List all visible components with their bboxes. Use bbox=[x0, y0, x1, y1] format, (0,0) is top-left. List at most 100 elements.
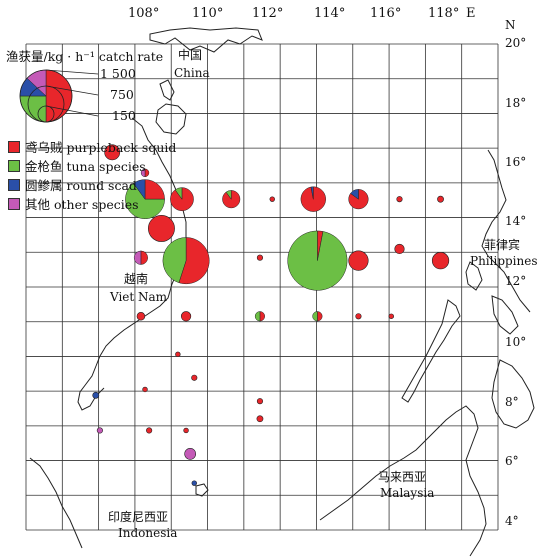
pie-slice-squid bbox=[256, 415, 264, 423]
pie-slice-scad bbox=[350, 189, 359, 200]
pie-slice-squid bbox=[178, 237, 210, 285]
station-pie bbox=[142, 386, 148, 393]
pie-slice-squid bbox=[146, 427, 153, 434]
lat-label-10: 10° bbox=[505, 335, 527, 349]
station-pie bbox=[254, 311, 265, 322]
legend-item-other: 其他 other species bbox=[8, 194, 139, 213]
station-pie bbox=[287, 230, 348, 291]
pie-slice-squid bbox=[269, 196, 275, 202]
legend-item-squid: 鸢乌贼 purpleback squid bbox=[8, 137, 176, 156]
lat-label-20: 20° bbox=[505, 36, 527, 50]
malay-peninsula bbox=[29, 457, 83, 549]
station-pie bbox=[184, 448, 197, 460]
pie-slice-tuna bbox=[174, 187, 183, 200]
legend-swatch-other bbox=[8, 197, 20, 210]
pie-slice-squid bbox=[144, 179, 165, 200]
place-malaysia-cn: 马来西亚 bbox=[378, 470, 427, 484]
station-pie bbox=[175, 351, 181, 358]
pie-slice-squid bbox=[355, 313, 362, 320]
pie-slice-tuna bbox=[162, 237, 187, 284]
lat-label-8: 8° bbox=[505, 395, 519, 409]
station-pie bbox=[146, 427, 153, 434]
station-pie bbox=[162, 237, 210, 285]
place-malaysia-en: Malaysia bbox=[380, 486, 435, 500]
legend-label-scad: 圆鲹属 round scad bbox=[25, 178, 137, 193]
legend-scale-circles bbox=[19, 69, 99, 123]
natuna-islands bbox=[195, 483, 209, 497]
pie-slice-tuna bbox=[125, 182, 165, 219]
station-pie bbox=[92, 391, 100, 399]
pie-slice-tuna bbox=[254, 311, 261, 322]
pie-slice-other bbox=[184, 448, 197, 460]
station-pie bbox=[348, 250, 369, 271]
legend-label-squid: 鸢乌贼 purpleback squid bbox=[25, 140, 177, 155]
pie-slice-scad bbox=[310, 186, 314, 200]
place-indonesia-en: Indonesia bbox=[118, 526, 178, 540]
legend-swatch-tuna bbox=[8, 159, 20, 172]
pie-slice-squid bbox=[140, 250, 148, 265]
lat-label-14: 14° bbox=[505, 214, 527, 228]
lon-label-112: 112° bbox=[252, 6, 284, 21]
station-pie bbox=[96, 427, 103, 434]
pie-slice-squid bbox=[396, 196, 403, 203]
place-indonesia-cn: 印度尼西亚 bbox=[108, 510, 169, 524]
north-label: N bbox=[505, 18, 516, 32]
pie-slice-squid bbox=[256, 398, 264, 405]
pie-slice-squid bbox=[437, 195, 444, 203]
legend-item-tuna: 金枪鱼 tuna species bbox=[8, 156, 146, 175]
place-china-cn: 中国 bbox=[178, 48, 203, 62]
legend-swatch-scad bbox=[8, 178, 20, 191]
pie-slice-squid bbox=[104, 144, 121, 161]
lat-label-16: 16° bbox=[505, 155, 527, 169]
china-coast bbox=[149, 27, 263, 53]
legend-title: 渔获量/kg · h⁻¹ catch rate bbox=[6, 49, 164, 64]
station-pie bbox=[437, 195, 444, 203]
place-vietnam-en: Viet Nam bbox=[110, 290, 168, 304]
station-pie bbox=[136, 312, 146, 321]
pie-slice-squid bbox=[136, 312, 146, 321]
pie-slice-squid bbox=[191, 374, 198, 381]
lat-label-4: 4° bbox=[505, 514, 519, 528]
legend-swatch-squid bbox=[8, 140, 20, 153]
station-pie bbox=[394, 243, 405, 255]
station-pie bbox=[104, 144, 121, 161]
pie-slice-squid bbox=[180, 311, 192, 322]
station-pie bbox=[396, 196, 403, 203]
pie-slice-scad bbox=[92, 391, 100, 399]
pie-slice-tuna bbox=[225, 190, 232, 200]
lon-label-108: 108° bbox=[128, 6, 160, 21]
station-pie bbox=[256, 415, 264, 423]
station-pie bbox=[256, 398, 264, 405]
pie-slice-squid bbox=[183, 427, 189, 434]
pie-slice-squid bbox=[45, 69, 73, 123]
station-pie bbox=[133, 250, 148, 265]
legend-scale-750: 750 bbox=[110, 87, 134, 102]
lat-label-12: 12° bbox=[505, 274, 527, 288]
station-pie bbox=[222, 190, 241, 209]
pie-slice-squid bbox=[147, 215, 175, 242]
station-pie bbox=[125, 179, 165, 219]
legend-scale-150: 150 bbox=[112, 108, 136, 123]
pie-slice-other bbox=[96, 427, 103, 434]
legend-scale-leader bbox=[45, 105, 99, 117]
station-pie bbox=[140, 168, 150, 177]
place-philippines-cn: 菲律宾 bbox=[484, 238, 521, 252]
palawan-island bbox=[401, 299, 461, 403]
pie-slice-scad bbox=[133, 179, 146, 200]
lon-label-116: 116° bbox=[370, 6, 402, 21]
station-pie bbox=[191, 374, 198, 381]
mekong-delta bbox=[77, 365, 105, 411]
station-pie bbox=[355, 313, 362, 320]
station-pie bbox=[147, 215, 175, 242]
coastline bbox=[29, 27, 535, 557]
pie-slice-tuna bbox=[312, 311, 318, 322]
lat-label-18: 18° bbox=[505, 96, 527, 110]
pie-slice-squid bbox=[256, 254, 264, 261]
place-china-en: China bbox=[174, 66, 210, 80]
station-pie bbox=[269, 196, 275, 202]
pie-slice-scad bbox=[191, 480, 197, 486]
lat-label-6: 6° bbox=[505, 454, 519, 468]
station-pie bbox=[431, 252, 450, 270]
legend-scale-1500: 1 500 bbox=[100, 66, 136, 81]
